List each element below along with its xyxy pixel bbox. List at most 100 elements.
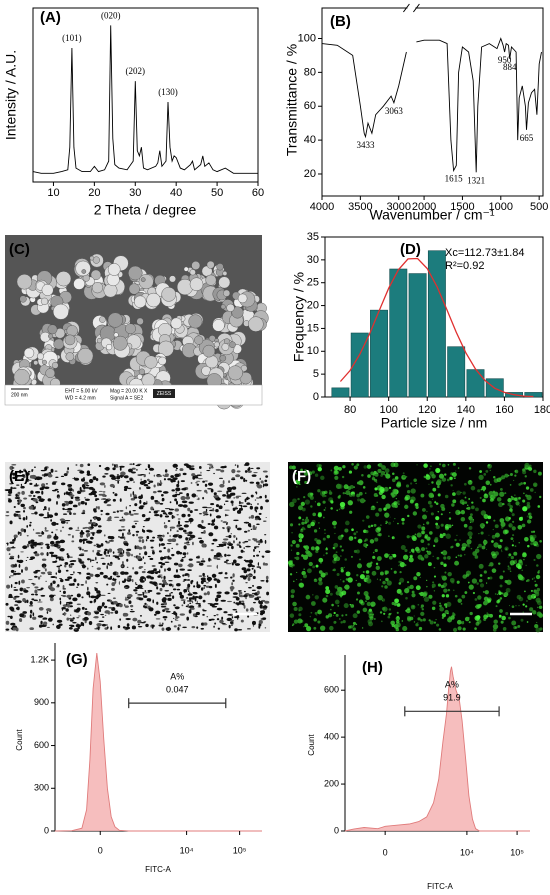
particle (163, 575, 166, 580)
particle (423, 596, 430, 602)
particle (320, 562, 322, 564)
particle (292, 563, 295, 567)
particle (356, 493, 361, 498)
particle (396, 588, 402, 594)
particle (532, 610, 537, 615)
particle (468, 545, 471, 548)
peak-label: 1321 (467, 175, 485, 185)
particle (129, 463, 133, 466)
particle (208, 532, 214, 537)
particle (427, 562, 432, 567)
particle (29, 482, 33, 485)
particle (235, 596, 240, 601)
particle (12, 472, 17, 476)
particle (515, 559, 517, 561)
particle (197, 537, 203, 539)
particle (158, 340, 174, 357)
particle (84, 502, 87, 506)
particle (247, 522, 252, 527)
particle (250, 528, 253, 531)
particle (162, 579, 167, 583)
particle (439, 533, 442, 536)
particle (143, 569, 146, 571)
particle (460, 602, 463, 605)
bar (447, 346, 466, 398)
particle (262, 520, 267, 522)
particle (81, 564, 86, 569)
histogram-outline (344, 666, 530, 832)
particle (370, 601, 376, 607)
particle (289, 573, 293, 576)
particle (342, 580, 345, 583)
x-tick-label: 120 (418, 404, 436, 416)
particle (88, 594, 91, 598)
particle (362, 607, 368, 613)
particle (167, 548, 171, 553)
particle (222, 271, 228, 276)
particle (86, 572, 91, 576)
particle (340, 566, 344, 570)
particle (489, 576, 493, 580)
particle (204, 489, 208, 493)
particle (403, 554, 409, 560)
particle (100, 594, 106, 596)
particle (203, 592, 207, 596)
particle (250, 503, 252, 506)
particle (211, 519, 215, 523)
particle (397, 503, 400, 506)
particle (151, 581, 158, 586)
particle (103, 605, 108, 609)
particle (471, 578, 478, 584)
particle (52, 623, 54, 626)
particle (5, 514, 10, 517)
particle (307, 524, 312, 529)
particle (512, 540, 514, 542)
particle (149, 539, 155, 542)
particle (32, 528, 35, 531)
particle (347, 577, 353, 583)
particle (479, 583, 485, 588)
particle (95, 506, 98, 509)
fluorescence-image (288, 462, 543, 632)
particle (51, 531, 54, 534)
y-axis-title: Count (307, 734, 316, 756)
particle (537, 471, 542, 476)
particle (437, 583, 442, 587)
particle (401, 620, 404, 622)
particle (126, 531, 132, 535)
particle (192, 541, 194, 546)
particle (339, 545, 343, 548)
particle (413, 478, 417, 483)
particle (472, 591, 476, 595)
particle (265, 579, 269, 583)
particle (528, 512, 531, 515)
particle (420, 619, 423, 622)
particle (83, 616, 89, 621)
particle (183, 578, 187, 581)
particle (81, 512, 86, 515)
particle (511, 496, 515, 501)
particle (516, 594, 522, 600)
particle (200, 526, 206, 529)
x-axis-title: 2 Theta / degree (94, 202, 197, 218)
particle (264, 627, 267, 629)
particle (198, 562, 204, 566)
particle (169, 501, 172, 504)
particle (94, 573, 101, 578)
particle (491, 534, 496, 539)
particle (396, 611, 399, 614)
particle (493, 542, 499, 548)
particle (510, 555, 514, 560)
particle (23, 347, 35, 359)
particle (68, 601, 73, 605)
scale-bar-label: 200 nm (11, 392, 28, 398)
panel-label: (E) (9, 468, 29, 485)
particle (459, 539, 461, 541)
particle (82, 540, 85, 545)
particle (143, 520, 148, 522)
particle (162, 474, 165, 476)
particle (383, 486, 389, 492)
particle (333, 469, 338, 474)
particle (264, 600, 270, 604)
particle (499, 539, 503, 543)
